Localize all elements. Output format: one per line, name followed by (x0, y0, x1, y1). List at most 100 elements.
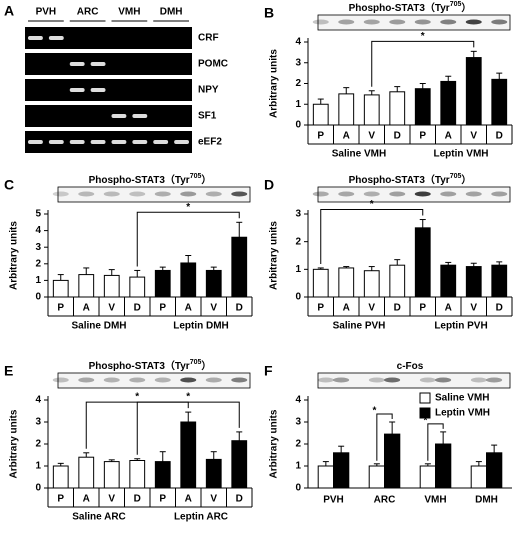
blot-band (180, 191, 197, 197)
gene-label: SF1 (198, 111, 217, 122)
bar (338, 93, 355, 126)
y-tick-label: 1 (295, 99, 301, 110)
significance-label: * (424, 416, 428, 427)
y-tick-label: 4 (35, 395, 41, 406)
bar (465, 57, 482, 126)
legend-swatch (419, 392, 431, 404)
significance-bracket (427, 423, 444, 461)
gene-label: eEF2 (198, 137, 222, 148)
bar (103, 274, 120, 298)
blot-band (414, 191, 431, 197)
x-tick-label: A (343, 131, 350, 142)
bar (368, 465, 385, 489)
blot-band (78, 377, 95, 383)
blot-band (154, 191, 171, 197)
group-label: Leptin VMH (434, 149, 489, 160)
panel-label: B (264, 5, 274, 21)
gel-band (69, 88, 85, 92)
blot-strip (317, 186, 511, 203)
x-tick-label: V (108, 494, 115, 505)
x-tick-label: V (470, 303, 477, 314)
blot-band (363, 191, 380, 197)
title-text: c-Fos (397, 361, 424, 372)
bar (205, 458, 222, 489)
x-tick-label: D (496, 303, 503, 314)
gel-panel: A PVH ARC VMH DMH CRF POMC NPY SF1 eEF2 (4, 3, 228, 153)
bar (78, 456, 95, 489)
gel-band (132, 114, 148, 118)
x-tick-label: P (419, 131, 426, 142)
y-tick-label: 0 (295, 292, 301, 303)
bar (154, 461, 171, 489)
x-tick-label: V (470, 131, 477, 142)
bar (389, 91, 406, 126)
significance-bracket (371, 40, 475, 87)
significance-label: * (373, 406, 377, 417)
title-text: Phospho-STAT3（Tyr (349, 173, 450, 186)
x-tick-label: A (83, 494, 90, 505)
bar (333, 452, 350, 489)
blot-strip (317, 372, 511, 389)
gel-band (28, 140, 43, 144)
bar (205, 269, 222, 298)
blot-strip (317, 14, 511, 31)
x-tick-label: P (419, 303, 426, 314)
title-superscript: 705 (450, 173, 462, 180)
title-text: Phospho-STAT3（Tyr (89, 359, 190, 372)
bar (154, 269, 171, 298)
chart-panel: D Phospho-STAT3（Tyr705） Arbitrary units 0 1 2… (264, 173, 513, 332)
blot-band (491, 19, 508, 25)
x-tick-label: V (368, 131, 375, 142)
chart-title: Phospho-STAT3（Tyr705） (89, 359, 212, 372)
bar (52, 279, 69, 298)
panel-label: A (4, 3, 14, 19)
blot-band (312, 19, 329, 25)
title-end: ） (201, 359, 211, 372)
blot-band (154, 377, 171, 383)
y-tick-label: 4 (295, 37, 301, 48)
group-label: Saline ARC (72, 512, 126, 523)
gel-band (69, 140, 85, 144)
y-tick-label: 1 (35, 275, 41, 286)
bar (389, 264, 406, 298)
gel-band (90, 62, 106, 66)
blot-band (312, 191, 329, 197)
panel-label: E (4, 363, 13, 379)
gel-band (174, 140, 189, 144)
title-end: ） (201, 173, 211, 186)
blot-band (384, 377, 401, 383)
title-end: ） (461, 173, 471, 186)
x-tick-label: V (210, 494, 217, 505)
bar (180, 262, 197, 298)
group-label: Leptin PVH (434, 321, 487, 332)
x-tick-label: A (445, 303, 452, 314)
blot-band (129, 377, 146, 383)
x-tick-label: D (236, 494, 243, 505)
x-tick-label: A (185, 303, 192, 314)
gel-band (48, 140, 64, 144)
x-tick-label: P (57, 494, 64, 505)
y-tick-label: 1 (295, 264, 301, 275)
region-label: VMH (118, 7, 140, 18)
gel-band (111, 114, 127, 118)
y-axis-label: Arbitrary units (269, 49, 280, 118)
blot-band (103, 377, 120, 383)
blot-band (440, 191, 457, 197)
group-label: Saline VMH (332, 149, 386, 160)
x-tick-label: P (159, 494, 166, 505)
gel-row (25, 27, 192, 49)
significance-label: * (186, 202, 190, 213)
gel-row (25, 105, 192, 127)
blot-band (465, 191, 482, 197)
title-superscript: 705 (450, 1, 462, 8)
blot-band (205, 377, 222, 383)
chart-title: Phospho-STAT3（Tyr705） (349, 1, 472, 14)
y-tick-label: 3 (295, 209, 301, 220)
gel-band (111, 140, 127, 144)
x-tick-label: V (210, 303, 217, 314)
blot-band (389, 19, 406, 25)
gel-band (48, 36, 64, 40)
blot-band (465, 19, 482, 25)
bar (435, 443, 452, 489)
